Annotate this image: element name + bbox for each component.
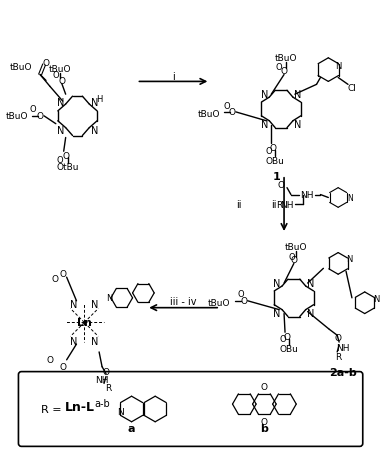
Text: 2a-b: 2a-b xyxy=(329,367,357,377)
Text: NH: NH xyxy=(300,191,313,200)
Text: O: O xyxy=(290,255,298,264)
Text: N: N xyxy=(90,125,98,135)
Text: N: N xyxy=(294,120,301,129)
Text: N: N xyxy=(117,408,124,416)
Text: R: R xyxy=(105,383,111,392)
Text: N: N xyxy=(307,278,314,288)
Text: O: O xyxy=(289,253,295,262)
Text: a-b: a-b xyxy=(94,398,110,408)
Text: O: O xyxy=(30,105,36,114)
Text: tBuO: tBuO xyxy=(49,65,71,74)
Text: OBu: OBu xyxy=(280,345,298,354)
Text: O: O xyxy=(266,147,272,156)
Text: OBu: OBu xyxy=(266,156,285,165)
Text: O: O xyxy=(43,59,49,68)
Text: H: H xyxy=(96,95,102,103)
Text: N: N xyxy=(274,308,281,318)
Text: R: R xyxy=(276,201,282,209)
Text: tBuO: tBuO xyxy=(6,112,28,121)
Text: Ln: Ln xyxy=(77,318,92,328)
Text: O: O xyxy=(62,152,69,160)
Text: O: O xyxy=(335,333,342,342)
Text: O: O xyxy=(228,108,236,117)
Text: tBuO: tBuO xyxy=(10,63,32,72)
Text: a: a xyxy=(128,423,135,433)
Text: R: R xyxy=(335,353,341,362)
Text: NH: NH xyxy=(95,375,109,384)
Text: O: O xyxy=(240,297,247,306)
Text: N: N xyxy=(307,308,314,318)
Text: N: N xyxy=(90,98,98,108)
Text: N: N xyxy=(294,90,301,100)
Text: O: O xyxy=(103,367,109,376)
Text: tBuO: tBuO xyxy=(198,110,220,119)
Text: tBuO: tBuO xyxy=(285,243,307,252)
Text: OtBu: OtBu xyxy=(56,163,79,172)
Text: iii - iv: iii - iv xyxy=(171,296,197,306)
Text: ii: ii xyxy=(271,200,276,210)
Text: N: N xyxy=(261,90,268,100)
Text: N: N xyxy=(57,98,65,108)
Text: O: O xyxy=(58,77,65,86)
Text: N: N xyxy=(70,336,77,346)
Text: O: O xyxy=(280,67,288,76)
Text: O: O xyxy=(36,112,44,121)
Text: 1: 1 xyxy=(272,172,280,182)
Text: O: O xyxy=(59,362,66,371)
Text: tBuO: tBuO xyxy=(275,54,297,63)
Text: N: N xyxy=(346,255,353,264)
Text: N: N xyxy=(106,293,112,303)
Text: O: O xyxy=(276,63,282,72)
Text: Ln-L: Ln-L xyxy=(65,399,95,413)
Text: O: O xyxy=(280,334,287,343)
Text: O: O xyxy=(278,181,285,190)
Text: ii: ii xyxy=(236,200,242,210)
Text: O: O xyxy=(261,382,268,391)
Text: Cl: Cl xyxy=(347,84,356,93)
Text: N: N xyxy=(57,125,65,135)
Text: O: O xyxy=(57,155,63,164)
Text: O: O xyxy=(46,355,54,364)
Text: N: N xyxy=(336,62,342,71)
Text: R =: R = xyxy=(41,404,61,414)
Text: N: N xyxy=(274,278,281,288)
Text: O: O xyxy=(270,143,277,152)
Text: i: i xyxy=(172,71,175,81)
Text: O: O xyxy=(52,71,59,80)
Text: N: N xyxy=(347,193,353,202)
Text: O: O xyxy=(224,101,230,110)
Text: O: O xyxy=(283,332,290,341)
Text: N: N xyxy=(92,299,99,309)
Text: NH: NH xyxy=(280,201,294,209)
Text: NH: NH xyxy=(336,343,350,352)
Text: N: N xyxy=(261,120,268,129)
Text: N: N xyxy=(92,336,99,346)
Text: O: O xyxy=(238,290,244,299)
Text: N: N xyxy=(70,299,77,309)
Text: O: O xyxy=(59,269,66,278)
Text: tBuO: tBuO xyxy=(207,298,230,308)
Text: O: O xyxy=(51,274,59,283)
Text: O: O xyxy=(261,417,268,426)
Text: N: N xyxy=(373,294,379,303)
Text: b: b xyxy=(260,423,268,433)
FancyBboxPatch shape xyxy=(19,372,363,446)
